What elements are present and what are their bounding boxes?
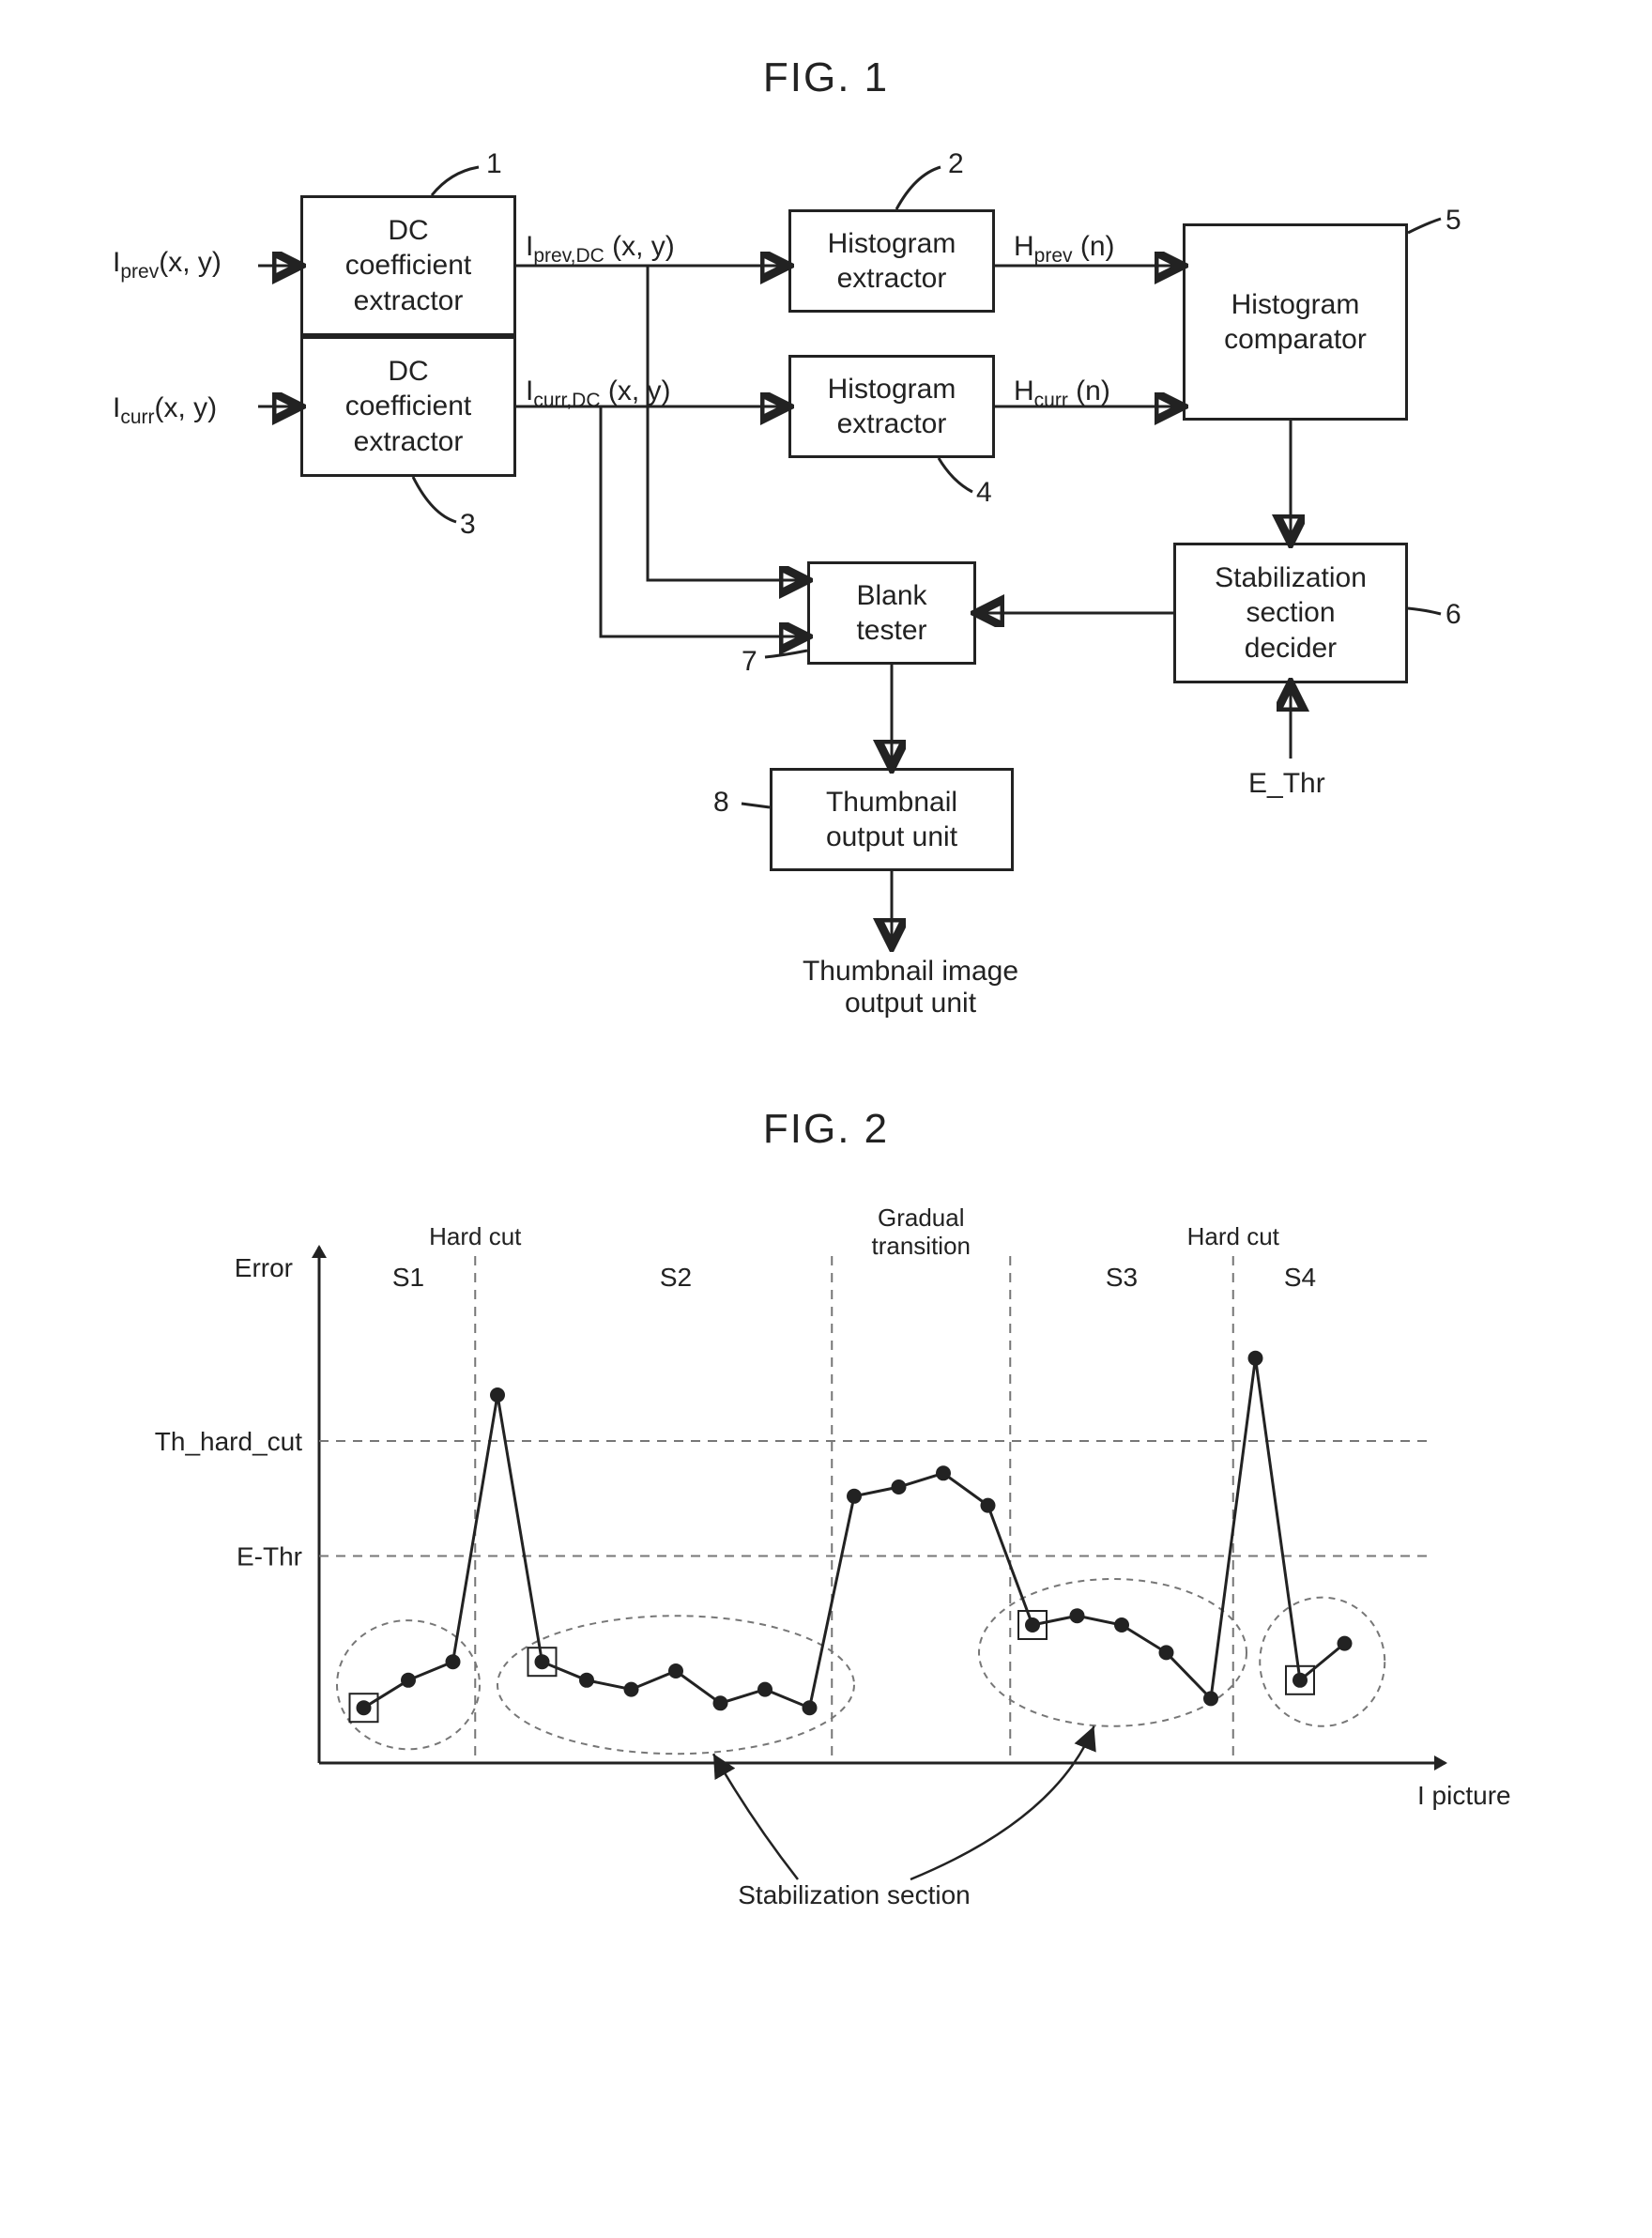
fig2-chart: Th_hard_cut E-Thr Error I picture Hard cut Ha… [113, 1181, 1539, 1951]
label-iprevdc: Iprev,DC (x, y) [526, 231, 675, 268]
block-dc1: DCcoefficientextractor [300, 195, 516, 336]
block-hist1: Histogramextractor [788, 209, 995, 313]
svg-text:Gradual: Gradual [878, 1203, 965, 1232]
label-iprev: Iprev(x, y) [113, 247, 222, 284]
label-output: Thumbnail imageoutput unit [788, 956, 1032, 1019]
block-comp: Histogramcomparator [1183, 223, 1408, 421]
svg-text:Error: Error [235, 1253, 293, 1282]
refnum-7: 7 [742, 646, 757, 678]
block-hist2: Histogramextractor [788, 355, 995, 458]
svg-text:S3: S3 [1106, 1263, 1138, 1292]
label-hcurr: Hcurr (n) [1014, 376, 1110, 412]
label-ethr: E_Thr [1248, 768, 1325, 800]
svg-text:S2: S2 [660, 1263, 692, 1292]
svg-text:Hard cut: Hard cut [1187, 1222, 1280, 1250]
block-stab: Stabilizationsectiondecider [1173, 543, 1408, 683]
refnum-1: 1 [486, 148, 502, 180]
svg-text:Th_hard_cut: Th_hard_cut [155, 1427, 302, 1456]
label-icurrdc: Icurr,DC (x, y) [526, 376, 671, 412]
block-dc2: DCcoefficientextractor [300, 336, 516, 477]
svg-text:transition: transition [872, 1232, 971, 1260]
fig1-title: FIG. 1 [19, 54, 1633, 101]
label-icurr: Icurr(x, y) [113, 392, 217, 429]
refnum-8: 8 [713, 787, 729, 819]
svg-text:S4: S4 [1284, 1263, 1316, 1292]
refnum-4: 4 [976, 477, 992, 509]
refnum-5: 5 [1446, 205, 1461, 237]
refnum-2: 2 [948, 148, 964, 180]
svg-text:S1: S1 [392, 1263, 424, 1292]
fig2-title: FIG. 2 [19, 1106, 1633, 1153]
svg-text:Stabilization section: Stabilization section [738, 1880, 970, 1909]
svg-text:E-Thr: E-Thr [237, 1542, 302, 1571]
block-blank: Blanktester [807, 561, 976, 665]
block-thumb: Thumbnailoutput unit [770, 768, 1014, 871]
fig1-diagram: DCcoefficientextractor DCcoefficientextr… [113, 130, 1539, 1087]
label-hprev: Hprev (n) [1014, 231, 1115, 268]
refnum-6: 6 [1446, 599, 1461, 631]
svg-text:I picture: I picture [1417, 1781, 1511, 1810]
svg-text:Hard cut: Hard cut [429, 1222, 522, 1250]
refnum-3: 3 [460, 509, 476, 541]
